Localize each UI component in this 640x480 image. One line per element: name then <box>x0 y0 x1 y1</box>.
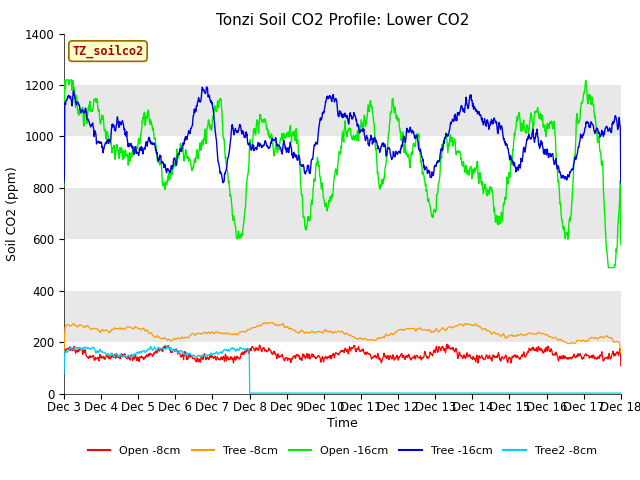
Bar <box>64 85 621 136</box>
Title: Tonzi Soil CO2 Profile: Lower CO2: Tonzi Soil CO2 Profile: Lower CO2 <box>216 13 469 28</box>
Legend: Open -8cm, Tree -8cm, Open -16cm, Tree -16cm, Tree2 -8cm: Open -8cm, Tree -8cm, Open -16cm, Tree -… <box>84 441 601 460</box>
Y-axis label: Soil CO2 (ppm): Soil CO2 (ppm) <box>6 166 19 261</box>
Bar <box>64 291 621 342</box>
Bar <box>64 188 621 240</box>
X-axis label: Time: Time <box>327 417 358 430</box>
Text: TZ_soilco2: TZ_soilco2 <box>72 44 143 58</box>
